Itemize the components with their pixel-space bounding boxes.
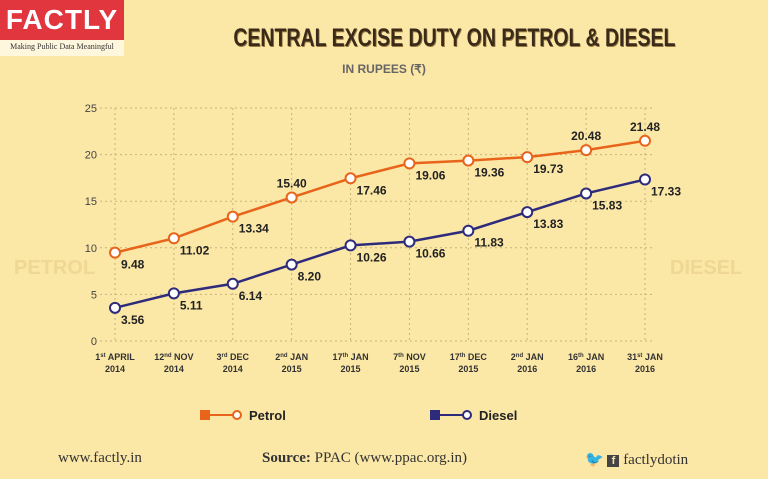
x-tick-label: 16th JAN xyxy=(568,352,604,362)
data-point-petrol xyxy=(344,172,357,185)
bg-petrol-text: PETROL xyxy=(14,257,96,279)
legend-marker xyxy=(430,410,440,420)
footer-social: factlydotin xyxy=(623,452,689,468)
x-tick-label: 12nd NOV xyxy=(154,352,193,362)
footer-website: www.factly.in xyxy=(58,450,142,466)
data-point-petrol xyxy=(226,210,239,223)
series-line-diesel xyxy=(114,178,646,310)
x-tick-label: 31st JAN xyxy=(627,352,663,362)
data-point-petrol xyxy=(462,154,475,167)
x-tick-label: 3rd DEC xyxy=(217,352,250,362)
data-point-diesel xyxy=(521,206,534,219)
data-label: 19.73 xyxy=(533,162,563,176)
x-tick-year: 2016 xyxy=(517,364,537,374)
footer-source-label: Source: xyxy=(262,450,311,466)
data-point-petrol xyxy=(285,191,298,204)
data-label: 10.26 xyxy=(357,250,387,264)
x-tick-year: 2014 xyxy=(164,364,184,374)
x-tick-year: 2016 xyxy=(635,364,655,374)
data-label: 13.83 xyxy=(533,217,563,231)
y-tick-label: 15 xyxy=(85,196,97,208)
data-point-diesel xyxy=(344,239,357,252)
y-tick-label: 5 xyxy=(91,289,97,301)
data-label: 5.11 xyxy=(180,298,203,312)
y-tick-label: 20 xyxy=(85,150,97,162)
data-point-petrol xyxy=(639,134,651,147)
x-tick-label: 2nd JAN xyxy=(511,352,544,362)
data-label: 21.48 xyxy=(630,120,660,134)
x-tick-label: 2nd JAN xyxy=(275,352,308,362)
footer-source: PPAC (www.ppac.org.in) xyxy=(314,450,468,466)
data-label: 11.02 xyxy=(180,243,210,257)
data-point-diesel xyxy=(403,235,416,248)
chart-title: CENTRAL EXCISE DUTY ON PETROL & DIESEL xyxy=(232,24,676,52)
data-point-diesel xyxy=(285,258,298,271)
legend-marker-circle xyxy=(462,410,472,420)
logo-wordmark: FACTLY xyxy=(0,0,124,40)
x-tick-year: 2015 xyxy=(282,364,302,374)
data-point-diesel xyxy=(109,301,121,314)
series-line-petrol xyxy=(114,139,646,254)
data-label: 10.66 xyxy=(415,247,445,261)
data-point-petrol xyxy=(403,157,416,170)
data-point-diesel xyxy=(462,224,475,237)
data-label: 20.48 xyxy=(571,129,601,143)
x-tick-year: 2014 xyxy=(105,364,125,374)
factly-logo: FACTLY Making Public Data Meaningful xyxy=(0,0,124,56)
y-tick-label: 0 xyxy=(91,336,97,348)
legend-label-diesel: Diesel xyxy=(479,408,517,423)
data-point-petrol xyxy=(580,144,593,157)
data-label: 13.34 xyxy=(239,222,269,236)
x-tick-year: 2015 xyxy=(399,364,419,374)
data-label: 6.14 xyxy=(239,289,263,303)
data-point-petrol xyxy=(109,246,121,259)
data-point-diesel xyxy=(167,287,180,300)
data-point-petrol xyxy=(167,232,180,245)
data-label: 15.40 xyxy=(277,176,307,190)
x-tick-label: 1st APRIL xyxy=(95,352,135,362)
data-label: 15.83 xyxy=(592,198,622,212)
data-point-diesel xyxy=(639,173,651,186)
twitter-icon: 🐦 xyxy=(585,452,604,468)
data-label: 17.46 xyxy=(357,183,387,197)
bg-diesel-text: DIESEL xyxy=(670,257,743,279)
legend-label-petrol: Petrol xyxy=(249,408,286,423)
x-tick-label: 7th NOV xyxy=(393,352,426,362)
data-point-diesel xyxy=(580,187,593,200)
data-label: 9.48 xyxy=(121,258,145,272)
x-tick-year: 2014 xyxy=(223,364,243,374)
data-label: 19.06 xyxy=(415,168,445,182)
chart-subtitle: IN RUPEES (₹) xyxy=(342,62,426,76)
logo-tagline: Making Public Data Meaningful xyxy=(10,42,114,51)
legend-marker-circle xyxy=(232,410,242,420)
data-label: 17.33 xyxy=(651,184,681,198)
x-tick-year: 2015 xyxy=(341,364,361,374)
y-tick-label: 25 xyxy=(85,103,97,115)
data-point-diesel xyxy=(226,277,239,290)
data-label: 11.83 xyxy=(474,236,504,250)
y-tick-label: 10 xyxy=(85,243,97,255)
data-label: 3.56 xyxy=(121,313,145,327)
x-tick-year: 2016 xyxy=(576,364,596,374)
data-label: 8.20 xyxy=(298,270,322,284)
x-tick-label: 17th DEC xyxy=(450,352,488,362)
facebook-icon: f xyxy=(607,455,620,467)
data-label: 19.36 xyxy=(474,166,504,180)
legend-marker xyxy=(200,410,210,420)
data-point-petrol xyxy=(521,151,534,164)
x-tick-year: 2015 xyxy=(458,364,478,374)
chart-title-wrap: CENTRAL EXCISE DUTY ON PETROL & DIESEL xyxy=(140,24,768,53)
x-tick-label: 17th JAN xyxy=(332,352,368,362)
